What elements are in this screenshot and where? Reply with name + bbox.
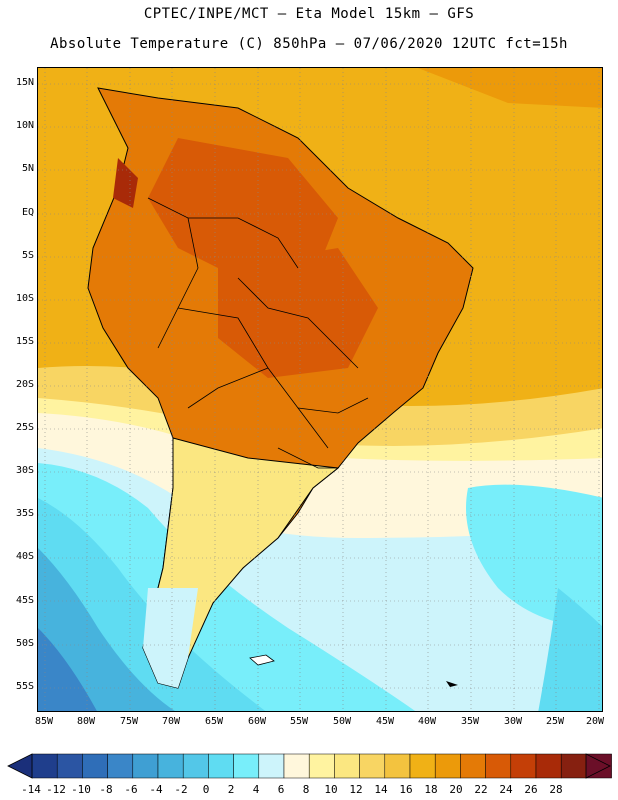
lat-label: 50S: [15, 638, 34, 649]
colorbar-under-arrow: [7, 753, 33, 779]
temperature-map: [37, 67, 603, 712]
title-line-2: Absolute Temperature (C) 850hPa – 07/06/…: [50, 36, 568, 52]
colorbar-cell: [82, 753, 108, 779]
temp-band-eastern-aqua: [538, 588, 602, 711]
lon-label: 80W: [76, 716, 96, 727]
colorbar-tick-label: -12: [46, 783, 66, 796]
lat-label: 55S: [15, 681, 34, 692]
colorbar-tick-label: 24: [499, 783, 513, 796]
colorbar-cell: [308, 753, 335, 779]
hot-core-andes: [113, 158, 138, 208]
colorbar-cell: [334, 753, 360, 779]
colorbar-cell: [56, 753, 83, 779]
colorbar-tick-label: -4: [149, 783, 163, 796]
colorbar-tick-label: 28: [549, 783, 563, 796]
colorbar-cell: [132, 753, 159, 779]
colorbar-tick-label: 4: [252, 783, 260, 796]
lon-label: 70W: [161, 716, 181, 727]
lat-label: 15N: [15, 77, 34, 88]
lon-label: 55W: [289, 716, 309, 727]
colorbar-cell: [485, 753, 512, 779]
colorbar-cell: [535, 753, 562, 779]
colorbar-tick-label: 10: [324, 783, 338, 796]
colorbar-cell: [182, 753, 209, 779]
temp-band-hot-ocean: [418, 68, 602, 108]
lat-label: 25S: [15, 422, 34, 433]
colorbar-tick-label: 0: [202, 783, 210, 796]
lat-label: 35S: [15, 508, 34, 519]
title-line-1: CPTEC/INPE/MCT – Eta Model 15km – GFS: [143, 6, 475, 22]
colorbar: [7, 753, 612, 779]
temp-band-eastern-cyan: [466, 484, 602, 628]
south-georgia: [446, 681, 458, 687]
colorbar-tick-label: -14: [21, 783, 41, 796]
colorbar-cell: [460, 753, 486, 779]
colorbar-tick-label: 8: [302, 783, 310, 796]
colorbar-tick-label: 2: [227, 783, 235, 796]
colorbar-tick-label: -6: [124, 783, 138, 796]
colorbar-tick-label: 12: [349, 783, 363, 796]
colorbar-cell: [258, 753, 285, 779]
colorbar-cell: [359, 753, 386, 779]
colorbar-cell: [107, 753, 134, 779]
colorbar-cell: [157, 753, 184, 779]
lat-label: 5N: [21, 163, 34, 174]
colorbar-tick-label: 14: [374, 783, 388, 796]
colorbar-tick-label: 16: [399, 783, 413, 796]
colorbar-cell: [283, 753, 310, 779]
colorbar-tick-label: 18: [424, 783, 438, 796]
lon-label: 40W: [417, 716, 437, 727]
colorbar-cell: [434, 753, 461, 779]
lon-label: 75W: [119, 716, 139, 727]
patagonia-cool: [143, 588, 198, 688]
lon-label: 60W: [247, 716, 267, 727]
lat-label: 5S: [21, 250, 34, 261]
colorbar-cell: [31, 753, 58, 779]
colorbar-cell: [384, 753, 411, 779]
lat-label: 40S: [15, 551, 34, 562]
colorbar-tick-label: -8: [99, 783, 113, 796]
colorbar-cell: [233, 753, 260, 779]
lon-label: 20W: [585, 716, 605, 727]
lon-label: 35W: [460, 716, 480, 727]
colorbar-cell: [560, 753, 587, 779]
lon-label: 65W: [204, 716, 224, 727]
lat-label: 45S: [15, 595, 34, 606]
temp-band-blue2: [38, 628, 97, 711]
lat-label: EQ: [21, 207, 34, 218]
lon-label: 45W: [375, 716, 395, 727]
colorbar-tick-label: 26: [524, 783, 538, 796]
colorbar-over-arrow: [585, 753, 611, 779]
temp-band-blue1: [38, 548, 175, 711]
colorbar-cell: [208, 753, 234, 779]
lat-label: 10N: [15, 120, 34, 131]
colorbar-tick-label: -10: [71, 783, 91, 796]
colorbar-tick-label: -2: [174, 783, 188, 796]
lat-label: 30S: [15, 465, 34, 476]
colorbar-cell: [409, 753, 436, 779]
lon-label: 30W: [503, 716, 523, 727]
lon-label: 25W: [545, 716, 565, 727]
colorbar-tick-label: 6: [277, 783, 285, 796]
colorbar-cell: [510, 753, 537, 779]
colorbar-tick-label: 20: [449, 783, 463, 796]
lat-label: 20S: [15, 379, 34, 390]
falklands: [249, 654, 275, 666]
lon-label: 50W: [332, 716, 352, 727]
hot-core-north: [148, 138, 338, 278]
colorbar-tick-label: 22: [474, 783, 488, 796]
lat-label: 10S: [15, 293, 34, 304]
country-borders: [147, 197, 369, 469]
lat-label: 15S: [15, 336, 34, 347]
lon-label: 85W: [34, 716, 54, 727]
